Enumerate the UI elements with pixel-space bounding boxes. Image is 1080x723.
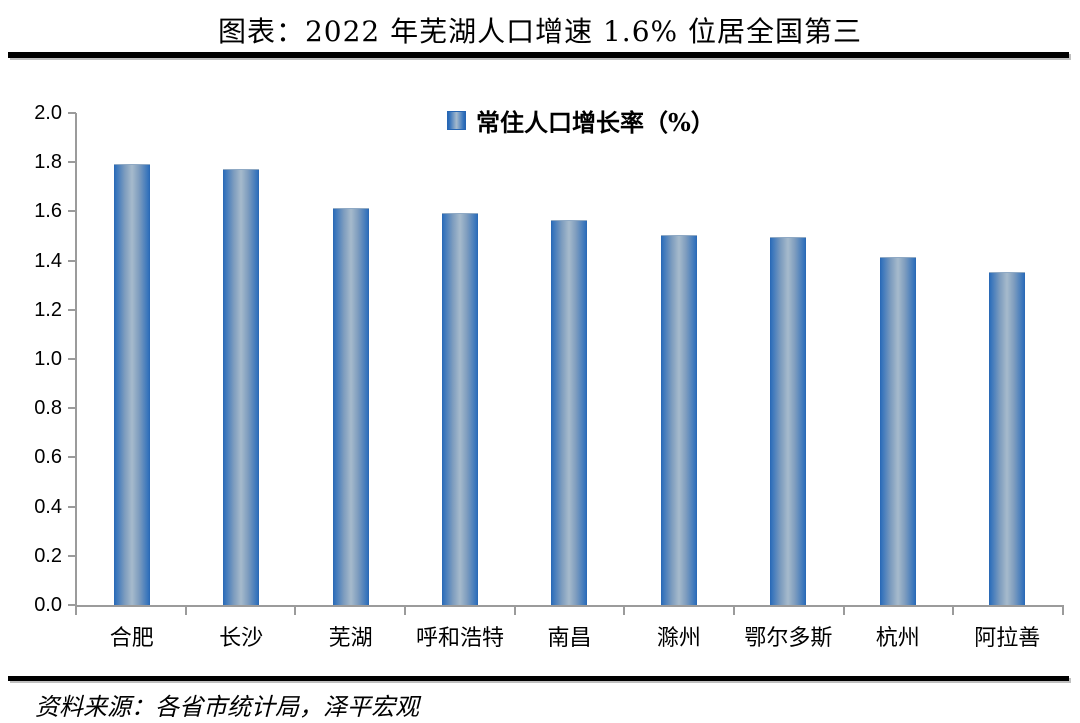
bar-南昌 [551,220,588,605]
legend-swatch-icon [447,111,466,130]
bar-滁州 [660,235,697,605]
y-tick-label: 0.0 [34,594,62,616]
bar-长沙 [223,169,260,605]
y-tick-mark [68,554,76,557]
bar-合肥 [113,164,150,605]
x-category-label: 长沙 [219,626,264,651]
x-category-label: 呼和浩特 [416,626,505,651]
x-tick-mark [294,607,297,615]
bar-阿拉善 [989,272,1026,605]
bar-slot [843,113,952,605]
x-category-label: 芜湖 [328,626,373,651]
bar-slot [953,113,1062,605]
legend: 常住人口增长率（%） [447,103,715,138]
bar-杭州 [879,257,916,605]
x-tick-mark [623,607,626,615]
bar-slot [186,113,295,605]
x-category-label: 阿拉善 [974,626,1041,651]
bar-slot [515,113,624,605]
bar-芜湖 [332,208,369,605]
x-category-label: 滁州 [656,626,701,651]
chart-title: 图表：2022 年芜湖人口增速 1.6% 位居全国第三 [217,15,863,48]
x-axis-category-labels: 合肥 长沙 芜湖 呼和浩特 南昌 滁州 鄂尔多斯 杭州 阿拉善 [77,620,1062,652]
y-tick-label: 1.6 [34,200,62,223]
y-tick-mark [68,604,76,606]
y-tick-label: 2.0 [34,102,62,124]
y-tick-label: 0.6 [34,446,62,469]
y-tick-mark [68,259,76,262]
y-tick-mark [68,161,76,164]
y-tick-label: 0.2 [34,544,62,567]
x-category-label: 合肥 [109,626,154,651]
plot-area [75,113,1064,607]
bottom-rule-divider [8,676,1069,681]
y-tick-mark [68,456,76,459]
bar-slot [624,113,733,605]
bar-slot [405,113,514,605]
bar-slot [77,113,186,605]
y-tick-label: 1.0 [34,348,62,370]
bar-呼和浩特 [442,213,479,605]
bar-鄂尔多斯 [770,237,807,605]
x-tick-mark [404,607,406,615]
y-tick-mark [68,407,76,410]
x-tick-mark [952,607,955,615]
bar-series [77,113,1062,605]
y-tick-mark [68,505,76,508]
x-tick-mark [513,607,516,615]
y-tick-mark [68,112,76,114]
y-tick-label: 0.8 [34,397,62,420]
x-tick-mark [75,607,77,615]
x-tick-mark [842,607,845,615]
y-tick-label: 1.2 [34,298,62,321]
x-tick-mark [184,607,187,615]
y-tick-label: 0.4 [34,495,62,518]
y-tick-mark [68,358,76,360]
x-category-label: 杭州 [875,626,920,651]
y-tick-label: 1.8 [34,151,62,174]
legend-label: 常住人口增长率（%） [476,108,715,137]
y-tick-label: 1.4 [34,249,62,272]
bar-slot [296,113,405,605]
top-rule-divider [8,52,1069,58]
bar-slot [734,113,843,605]
x-tick-mark [1062,607,1064,615]
x-category-label: 鄂尔多斯 [744,626,833,651]
y-tick-mark [68,210,76,213]
source-note: 资料来源：各省市统计局，泽平宏观 [35,693,419,721]
x-tick-mark [733,607,735,615]
y-tick-mark [68,308,76,311]
x-category-label: 南昌 [547,626,592,651]
